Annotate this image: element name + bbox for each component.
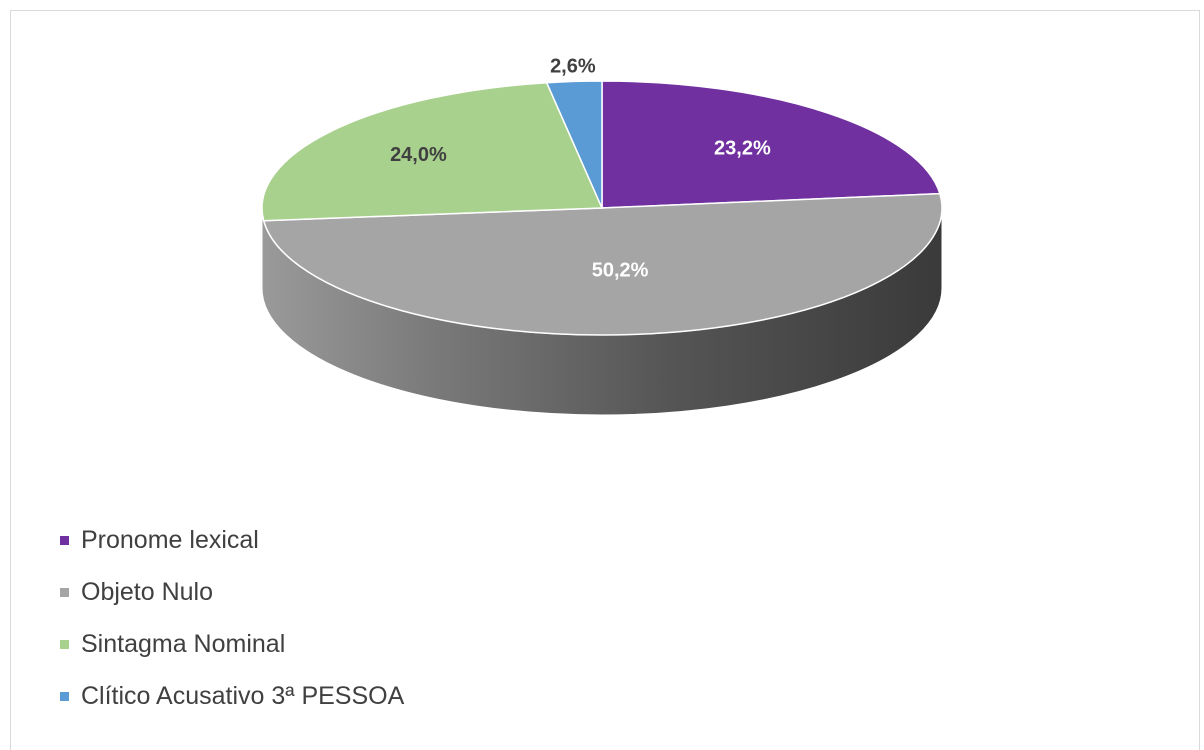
data-label-2: 24,0%	[390, 144, 447, 166]
pie-slice-3	[545, 80, 603, 209]
legend-item-clitico-acusativo: Clítico Acusativo 3ª PESSOA	[60, 670, 404, 722]
legend-label-clitico-acusativo: Clítico Acusativo 3ª PESSOA	[81, 681, 405, 710]
legend-item-sintagma-nominal: Sintagma Nominal	[60, 618, 404, 670]
legend-label-sintagma-nominal: Sintagma Nominal	[81, 629, 286, 658]
data-label-3: 2,6%	[550, 55, 596, 77]
pie-slice-1	[262, 192, 943, 336]
legend-label-pronome-lexical: Pronome lexical	[81, 525, 259, 554]
legend-swatch-clitico-acusativo	[60, 691, 69, 701]
legend-label-objeto-nulo: Objeto Nulo	[81, 577, 214, 606]
legend-item-objeto-nulo: Objeto Nulo	[60, 566, 404, 618]
legend-swatch-pronome-lexical	[60, 535, 69, 545]
data-label-0: 23,2%	[714, 138, 771, 160]
data-label-1: 50,2%	[592, 259, 649, 281]
legend-swatch-objeto-nulo	[60, 587, 69, 597]
legend-swatch-sintagma-nominal	[60, 639, 69, 649]
legend-item-pronome-lexical: Pronome lexical	[60, 514, 404, 566]
pie-slice-2	[261, 81, 604, 222]
legend: Pronome lexical Objeto Nulo Sintagma Nom…	[60, 514, 404, 722]
pie-slice-0	[601, 80, 941, 209]
